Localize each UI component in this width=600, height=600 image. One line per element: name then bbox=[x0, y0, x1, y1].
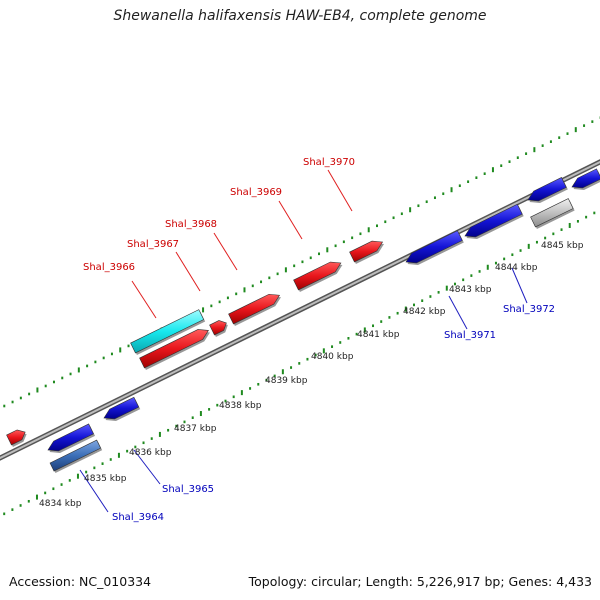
leader-shal-3964 bbox=[79, 469, 109, 513]
kbp-label: 4839 kbp bbox=[265, 376, 308, 386]
gene-shal-3967[interactable] bbox=[209, 320, 227, 336]
gene-reverse-2[interactable] bbox=[103, 396, 140, 420]
gene-label-shal-3970[interactable]: Shal_3970 bbox=[303, 157, 355, 168]
kbp-label: 4843 kbp bbox=[449, 285, 492, 295]
backbone-layer bbox=[0, 159, 600, 461]
accession-text: Accession: NC_010334 bbox=[9, 574, 152, 589]
kbp-label: 4841 kbp bbox=[357, 330, 400, 340]
gene-highlight[interactable] bbox=[130, 309, 205, 354]
lower-tick-track bbox=[3, 211, 596, 516]
kbp-label: 4838 kbp bbox=[219, 401, 262, 411]
leader-shal-3971 bbox=[448, 295, 468, 330]
gene-shal-3964[interactable] bbox=[49, 439, 102, 472]
gene-shal-3968[interactable] bbox=[228, 293, 281, 325]
label-layer[interactable]: 4834 kbp 4835 kbp 4836 kbp 4837 kbp 4838 kbp… bbox=[39, 157, 584, 523]
leader-layer bbox=[79, 169, 528, 513]
gene-layer[interactable] bbox=[6, 168, 600, 474]
gene-shal-3972[interactable] bbox=[464, 203, 523, 238]
kbp-label: 4836 kbp bbox=[129, 448, 172, 458]
gene-label-shal-3968[interactable]: Shal_3968 bbox=[165, 219, 217, 230]
kbp-label: 4842 kbp bbox=[403, 307, 446, 317]
gene-shal-3969[interactable] bbox=[293, 261, 342, 291]
gene-reverse-3[interactable] bbox=[527, 177, 567, 202]
leader-shal-3972 bbox=[511, 267, 528, 304]
kbp-label: 4840 kbp bbox=[311, 352, 354, 362]
leader-shal-3966 bbox=[131, 280, 157, 319]
genome-info-text: Topology: circular; Length: 5,226,917 bp… bbox=[248, 574, 592, 589]
gene-label-shal-3969[interactable]: Shal_3969 bbox=[230, 187, 282, 198]
kbp-label: 4837 kbp bbox=[174, 424, 217, 434]
kbp-label: 4844 kbp bbox=[495, 263, 538, 273]
gene-label-shal-3967[interactable]: Shal_3967 bbox=[127, 239, 179, 250]
gene-label-shal-3971[interactable]: Shal_3971 bbox=[444, 330, 496, 341]
kbp-label: 4835 kbp bbox=[84, 474, 127, 484]
backbone-highlight bbox=[0, 160, 600, 460]
gene-label-shal-3972[interactable]: Shal_3972 bbox=[503, 304, 555, 315]
gene-reverse-4[interactable] bbox=[571, 168, 600, 189]
kbp-label: 4834 kbp bbox=[39, 499, 82, 509]
gene-label-shal-3966[interactable]: Shal_3966 bbox=[83, 262, 135, 273]
genome-title: Shewanella halifaxensis HAW-EB4, complet… bbox=[113, 8, 487, 24]
leader-shal-3965 bbox=[133, 449, 161, 485]
leader-shal-3967 bbox=[175, 251, 201, 292]
tick-layer bbox=[3, 116, 600, 516]
gene-shal-3971[interactable] bbox=[405, 230, 463, 264]
gene-label-shal-3965[interactable]: Shal_3965 bbox=[162, 484, 214, 495]
gene-label-shal-3964[interactable]: Shal_3964 bbox=[112, 512, 164, 523]
gene-shal-3970[interactable] bbox=[349, 240, 384, 263]
gene-other-feature[interactable] bbox=[530, 198, 574, 228]
leader-shal-3969 bbox=[278, 200, 303, 240]
leader-shal-3970 bbox=[327, 169, 353, 212]
gene-forward-partial[interactable] bbox=[6, 429, 26, 446]
kbp-label: 4845 kbp bbox=[541, 241, 584, 251]
gene-reverse-1[interactable] bbox=[47, 423, 94, 452]
leader-shal-3968 bbox=[213, 232, 238, 271]
gene-shal-3966[interactable] bbox=[139, 329, 209, 369]
